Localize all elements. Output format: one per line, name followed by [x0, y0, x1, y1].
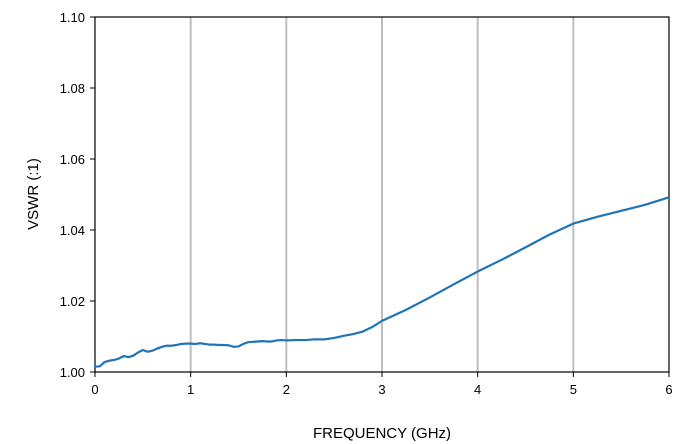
x-tick-label: 3	[378, 382, 385, 397]
series-layer	[93, 196, 671, 368]
x-ticks-layer: 0 1 2 3 4 5 6	[91, 372, 673, 397]
x-tick-label: 0	[91, 382, 98, 397]
grid-layer	[189, 17, 575, 372]
x-tick-label: 2	[283, 382, 290, 397]
y-tick-label: 1.04	[60, 223, 85, 238]
y-ticks-layer: 1.00 1.02 1.04 1.06 1.08 1.10	[60, 10, 95, 380]
y-tick-label: 1.06	[60, 152, 85, 167]
y-tick-label: 1.02	[60, 294, 85, 309]
x-axis-title: FREQUENCY (GHz)	[313, 425, 451, 442]
y-tick-label: 1.10	[60, 10, 85, 25]
vswr-series-line	[93, 196, 671, 368]
x-tick-label: 1	[187, 382, 194, 397]
x-tick-label: 6	[665, 382, 672, 397]
y-tick-label: 1.00	[60, 365, 85, 380]
y-tick-label: 1.08	[60, 81, 85, 96]
x-tick-label: 4	[474, 382, 481, 397]
y-axis-title: VSWR (:1)	[25, 158, 42, 230]
x-tick-label: 5	[570, 382, 577, 397]
